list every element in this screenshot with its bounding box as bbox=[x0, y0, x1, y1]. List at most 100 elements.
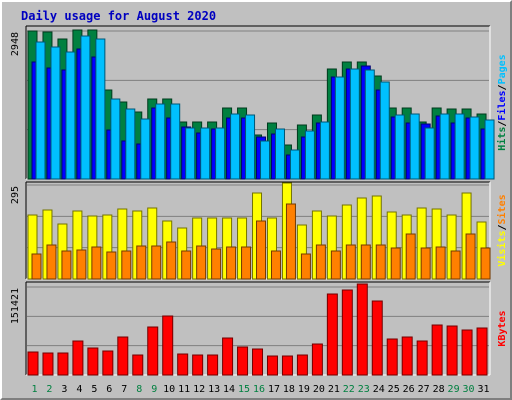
day-label: 17 bbox=[268, 384, 280, 395]
day-label: 9 bbox=[151, 384, 157, 395]
kbytes-bar bbox=[72, 340, 84, 376]
sites-bar bbox=[360, 244, 371, 280]
pages-bar bbox=[349, 68, 360, 180]
day-label: 31 bbox=[477, 384, 489, 395]
kbytes-bar bbox=[147, 326, 159, 376]
sites-bar bbox=[181, 250, 192, 280]
sites-bar bbox=[136, 245, 147, 280]
sites-bar bbox=[300, 253, 311, 280]
day-label: 24 bbox=[373, 384, 385, 395]
pages-bar bbox=[379, 81, 390, 180]
day-label: 13 bbox=[208, 384, 220, 395]
day-label: 23 bbox=[358, 384, 370, 395]
kbytes-bar bbox=[431, 324, 443, 376]
day-label: 7 bbox=[121, 384, 127, 395]
kbytes-bar bbox=[326, 293, 338, 376]
pages-bar bbox=[200, 127, 211, 180]
sites-bar bbox=[91, 246, 102, 280]
pages-bar bbox=[170, 103, 181, 180]
sites-bar bbox=[285, 203, 296, 280]
day-label: 25 bbox=[388, 384, 400, 395]
pages-bar bbox=[394, 114, 405, 180]
kbytes-bar bbox=[42, 352, 54, 376]
pages-bar bbox=[185, 127, 196, 180]
day-label: 14 bbox=[223, 384, 235, 395]
sites-bar bbox=[315, 244, 326, 280]
pages-bar bbox=[409, 113, 420, 180]
top-legend-hits: Hits bbox=[496, 127, 508, 151]
kbytes-bar bbox=[252, 348, 264, 376]
middle-legend-sites: Sites bbox=[496, 194, 508, 224]
pages-bar bbox=[50, 46, 61, 180]
middle-ymax-label: 295 bbox=[10, 186, 21, 204]
top-ymax-label: 2948 bbox=[10, 32, 21, 56]
pages-bar bbox=[304, 130, 315, 180]
day-label: 18 bbox=[283, 384, 295, 395]
day-label: 27 bbox=[418, 384, 430, 395]
sites-bar bbox=[450, 250, 461, 280]
sites-bar bbox=[465, 233, 476, 280]
pages-bar bbox=[484, 119, 495, 180]
day-label: 1 bbox=[31, 384, 37, 395]
middle-legend-visits: Visits bbox=[496, 231, 508, 267]
kbytes-bar bbox=[371, 300, 383, 376]
sites-bar bbox=[420, 247, 431, 280]
day-label: 22 bbox=[343, 384, 355, 395]
sites-bar bbox=[390, 247, 401, 280]
kbytes-bar bbox=[57, 352, 69, 376]
kbytes-bar bbox=[416, 340, 428, 376]
pages-bar bbox=[274, 128, 285, 180]
pages-bar bbox=[65, 51, 76, 180]
sites-bar bbox=[241, 246, 252, 280]
day-label: 8 bbox=[136, 384, 142, 395]
kbytes-bar bbox=[281, 355, 293, 376]
kbytes-bar bbox=[386, 338, 398, 376]
day-label: 3 bbox=[61, 384, 67, 395]
pages-bar bbox=[469, 116, 480, 180]
sites-bar bbox=[151, 245, 162, 280]
pages-bar bbox=[289, 149, 300, 180]
day-label: 15 bbox=[238, 384, 250, 395]
sites-bar bbox=[76, 249, 87, 280]
sites-bar bbox=[61, 250, 72, 280]
sites-bar bbox=[345, 244, 356, 280]
day-label: 26 bbox=[403, 384, 415, 395]
middle-legend-separator: / bbox=[497, 224, 508, 230]
day-label: 11 bbox=[178, 384, 190, 395]
pages-bar bbox=[439, 113, 450, 180]
sites-bar bbox=[330, 250, 341, 280]
top-legend-pages: Pages bbox=[497, 54, 508, 84]
day-label: 6 bbox=[106, 384, 112, 395]
pages-bar bbox=[364, 69, 375, 180]
day-label: 10 bbox=[163, 384, 175, 395]
middle-legend-label: Visits/Sites bbox=[496, 194, 508, 266]
kbytes-bar bbox=[461, 329, 473, 376]
bottom-panel: 151421 KBytes bbox=[10, 281, 508, 376]
day-label: 12 bbox=[193, 384, 205, 395]
bottom-legend-label: KBytes bbox=[497, 310, 508, 346]
middle-panel: 295 Visits/Sites bbox=[10, 181, 508, 280]
pages-bar bbox=[125, 108, 136, 180]
sites-bar bbox=[31, 253, 42, 280]
day-label: 2 bbox=[46, 384, 52, 395]
kbytes-bar bbox=[192, 354, 204, 376]
sites-bar bbox=[435, 246, 446, 280]
day-label: 21 bbox=[328, 384, 340, 395]
kbytes-bar bbox=[296, 354, 308, 376]
kbytes-bar bbox=[222, 337, 234, 376]
pages-bar bbox=[80, 35, 91, 180]
kbytes-bar bbox=[401, 336, 413, 376]
top-legend-files: Files bbox=[496, 90, 508, 120]
sites-bar bbox=[196, 245, 207, 280]
day-label: 19 bbox=[298, 384, 310, 395]
kbytes-bar bbox=[87, 347, 99, 376]
kbytes-bar bbox=[356, 283, 368, 376]
sites-bar bbox=[211, 248, 222, 280]
sites-bar bbox=[405, 233, 416, 280]
pages-bar bbox=[260, 140, 271, 180]
kbytes-bar bbox=[311, 343, 323, 376]
pages-bar bbox=[454, 113, 465, 180]
bottom-ymax-label: 151421 bbox=[10, 288, 21, 324]
